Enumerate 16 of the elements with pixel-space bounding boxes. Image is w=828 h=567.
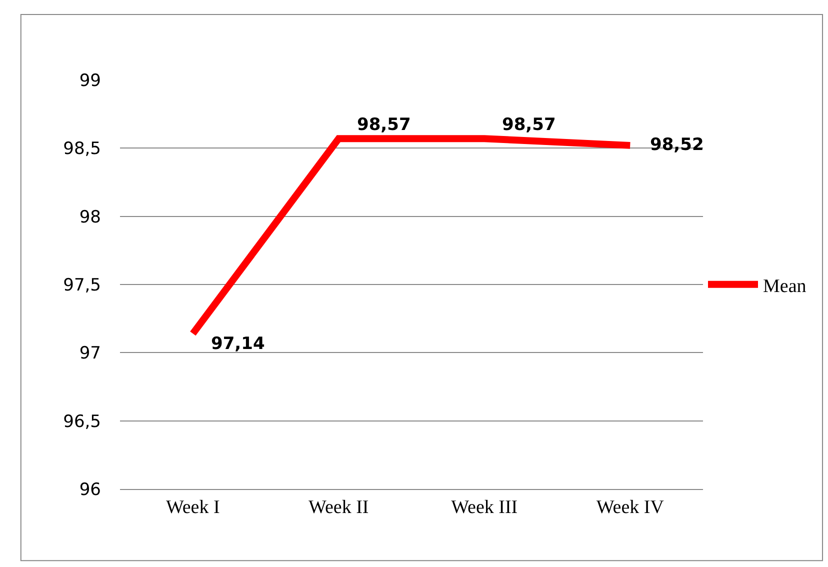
legend-label: Mean bbox=[763, 276, 807, 297]
x-tick-label: Week I bbox=[166, 496, 220, 518]
data-label: 97,14 bbox=[211, 334, 265, 354]
y-tick-label: 96 bbox=[79, 480, 101, 500]
y-tick-label: 97 bbox=[79, 344, 101, 364]
y-tick-label: 98,5 bbox=[63, 139, 101, 160]
data-label: 98,52 bbox=[650, 135, 704, 155]
y-tick-label: 99 bbox=[79, 70, 101, 91]
data-label: 98,57 bbox=[357, 115, 411, 135]
x-tick-label: Week IV bbox=[596, 496, 664, 518]
y-tick-label: 96,5 bbox=[63, 412, 101, 432]
y-tick-label: 98 bbox=[79, 207, 101, 228]
x-tick-label: Week II bbox=[308, 496, 369, 518]
x-tick-label: Week III bbox=[451, 496, 518, 518]
data-label: 98,57 bbox=[502, 115, 556, 135]
y-tick-label: 97,5 bbox=[63, 275, 101, 296]
